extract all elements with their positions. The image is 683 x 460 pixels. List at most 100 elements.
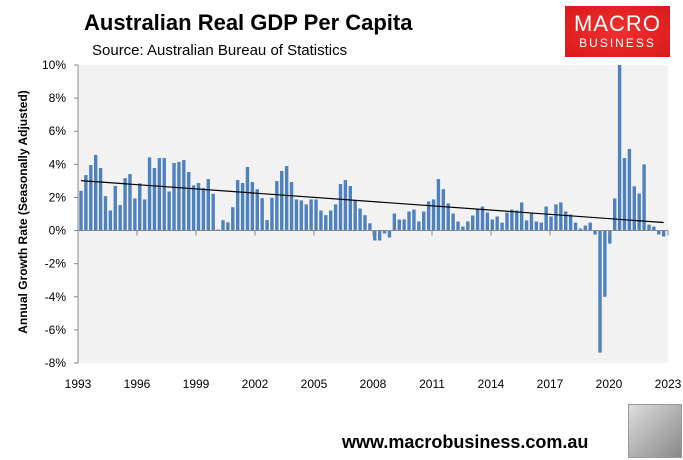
bar xyxy=(167,191,171,231)
logo-line1: MACRO xyxy=(574,11,661,36)
bar xyxy=(245,166,250,231)
bar xyxy=(118,205,122,231)
bar xyxy=(187,171,191,231)
bar xyxy=(554,204,558,231)
x-tick-label: 2014 xyxy=(478,377,505,391)
x-tick-label: 2017 xyxy=(537,377,564,391)
bar xyxy=(480,206,485,231)
bar xyxy=(343,180,348,231)
bar xyxy=(240,183,245,231)
bar xyxy=(657,230,661,235)
bar xyxy=(534,221,539,231)
bar xyxy=(79,190,83,231)
bar xyxy=(632,186,636,231)
bar xyxy=(196,183,201,231)
bar xyxy=(324,215,328,231)
bar xyxy=(588,222,592,231)
bar xyxy=(485,212,490,231)
macrobusiness-logo: MACRO BUSINESS xyxy=(565,6,670,57)
bar xyxy=(495,216,499,231)
bar xyxy=(206,179,211,231)
bar xyxy=(608,230,612,244)
bar xyxy=(221,220,225,231)
bar xyxy=(235,180,240,231)
bar xyxy=(426,201,431,231)
bar xyxy=(598,230,602,353)
bar xyxy=(583,225,588,231)
x-tick-label: 2008 xyxy=(360,377,387,391)
bar xyxy=(412,209,416,231)
bar xyxy=(456,221,460,231)
y-tick-label: 8% xyxy=(49,91,67,105)
bar xyxy=(559,202,563,231)
bar xyxy=(373,230,377,241)
bar xyxy=(319,210,323,231)
bar xyxy=(299,200,304,231)
bar xyxy=(314,199,318,231)
bar xyxy=(564,211,568,231)
bar xyxy=(515,210,519,231)
bar xyxy=(436,179,441,231)
x-tick-label: 1993 xyxy=(65,377,92,391)
bar xyxy=(255,189,259,231)
bar xyxy=(270,197,274,231)
y-tick-label: 2% xyxy=(49,190,67,204)
bar xyxy=(250,182,255,231)
bar xyxy=(422,211,426,231)
y-tick-label: -8% xyxy=(45,356,67,370)
footer-url: www.macrobusiness.com.au xyxy=(342,432,589,452)
trend-line xyxy=(80,180,664,224)
bar xyxy=(661,230,666,237)
bar xyxy=(519,202,524,231)
bar xyxy=(108,210,113,231)
bar xyxy=(368,223,372,231)
bar xyxy=(544,206,548,231)
bar xyxy=(593,230,597,235)
bar xyxy=(265,220,269,231)
bar xyxy=(505,212,509,231)
bar xyxy=(304,204,308,231)
y-tick-label: -4% xyxy=(45,290,67,304)
bar xyxy=(348,186,352,231)
bar xyxy=(612,198,617,231)
x-tick-label: 2020 xyxy=(596,377,623,391)
bar xyxy=(123,178,127,231)
chart-title: Australian Real GDP Per Capita xyxy=(84,10,413,35)
bar xyxy=(338,184,343,231)
y-tick-label: -2% xyxy=(45,257,67,271)
bar xyxy=(475,209,480,231)
fox-logo-icon xyxy=(628,404,682,458)
x-tick-label: 2002 xyxy=(242,377,269,391)
bar xyxy=(402,219,406,231)
bar xyxy=(387,230,392,238)
bar xyxy=(642,164,646,231)
bar xyxy=(466,221,470,231)
chart-source: Source: Australian Bureau of Statistics xyxy=(92,42,348,59)
bar xyxy=(353,200,357,231)
bar xyxy=(417,221,421,231)
bar xyxy=(294,199,299,231)
bar xyxy=(603,230,607,297)
bar xyxy=(397,219,401,231)
bar xyxy=(617,65,622,231)
bar xyxy=(446,203,450,231)
y-tick-label: 0% xyxy=(49,224,67,238)
bar xyxy=(358,208,362,231)
bar xyxy=(98,167,103,231)
bar xyxy=(539,222,543,231)
bar xyxy=(627,148,632,231)
bar xyxy=(289,182,294,231)
bar xyxy=(637,193,641,231)
bar xyxy=(103,196,108,231)
bar xyxy=(329,210,333,231)
x-tick-label: 2023 xyxy=(655,377,682,391)
bar xyxy=(182,160,186,231)
bar xyxy=(113,186,117,231)
plot-background xyxy=(78,65,668,363)
bar xyxy=(407,211,411,231)
bar xyxy=(157,158,162,231)
x-tick-label: 2011 xyxy=(419,377,445,391)
bar xyxy=(138,183,142,231)
y-tick-label: 4% xyxy=(49,157,67,171)
